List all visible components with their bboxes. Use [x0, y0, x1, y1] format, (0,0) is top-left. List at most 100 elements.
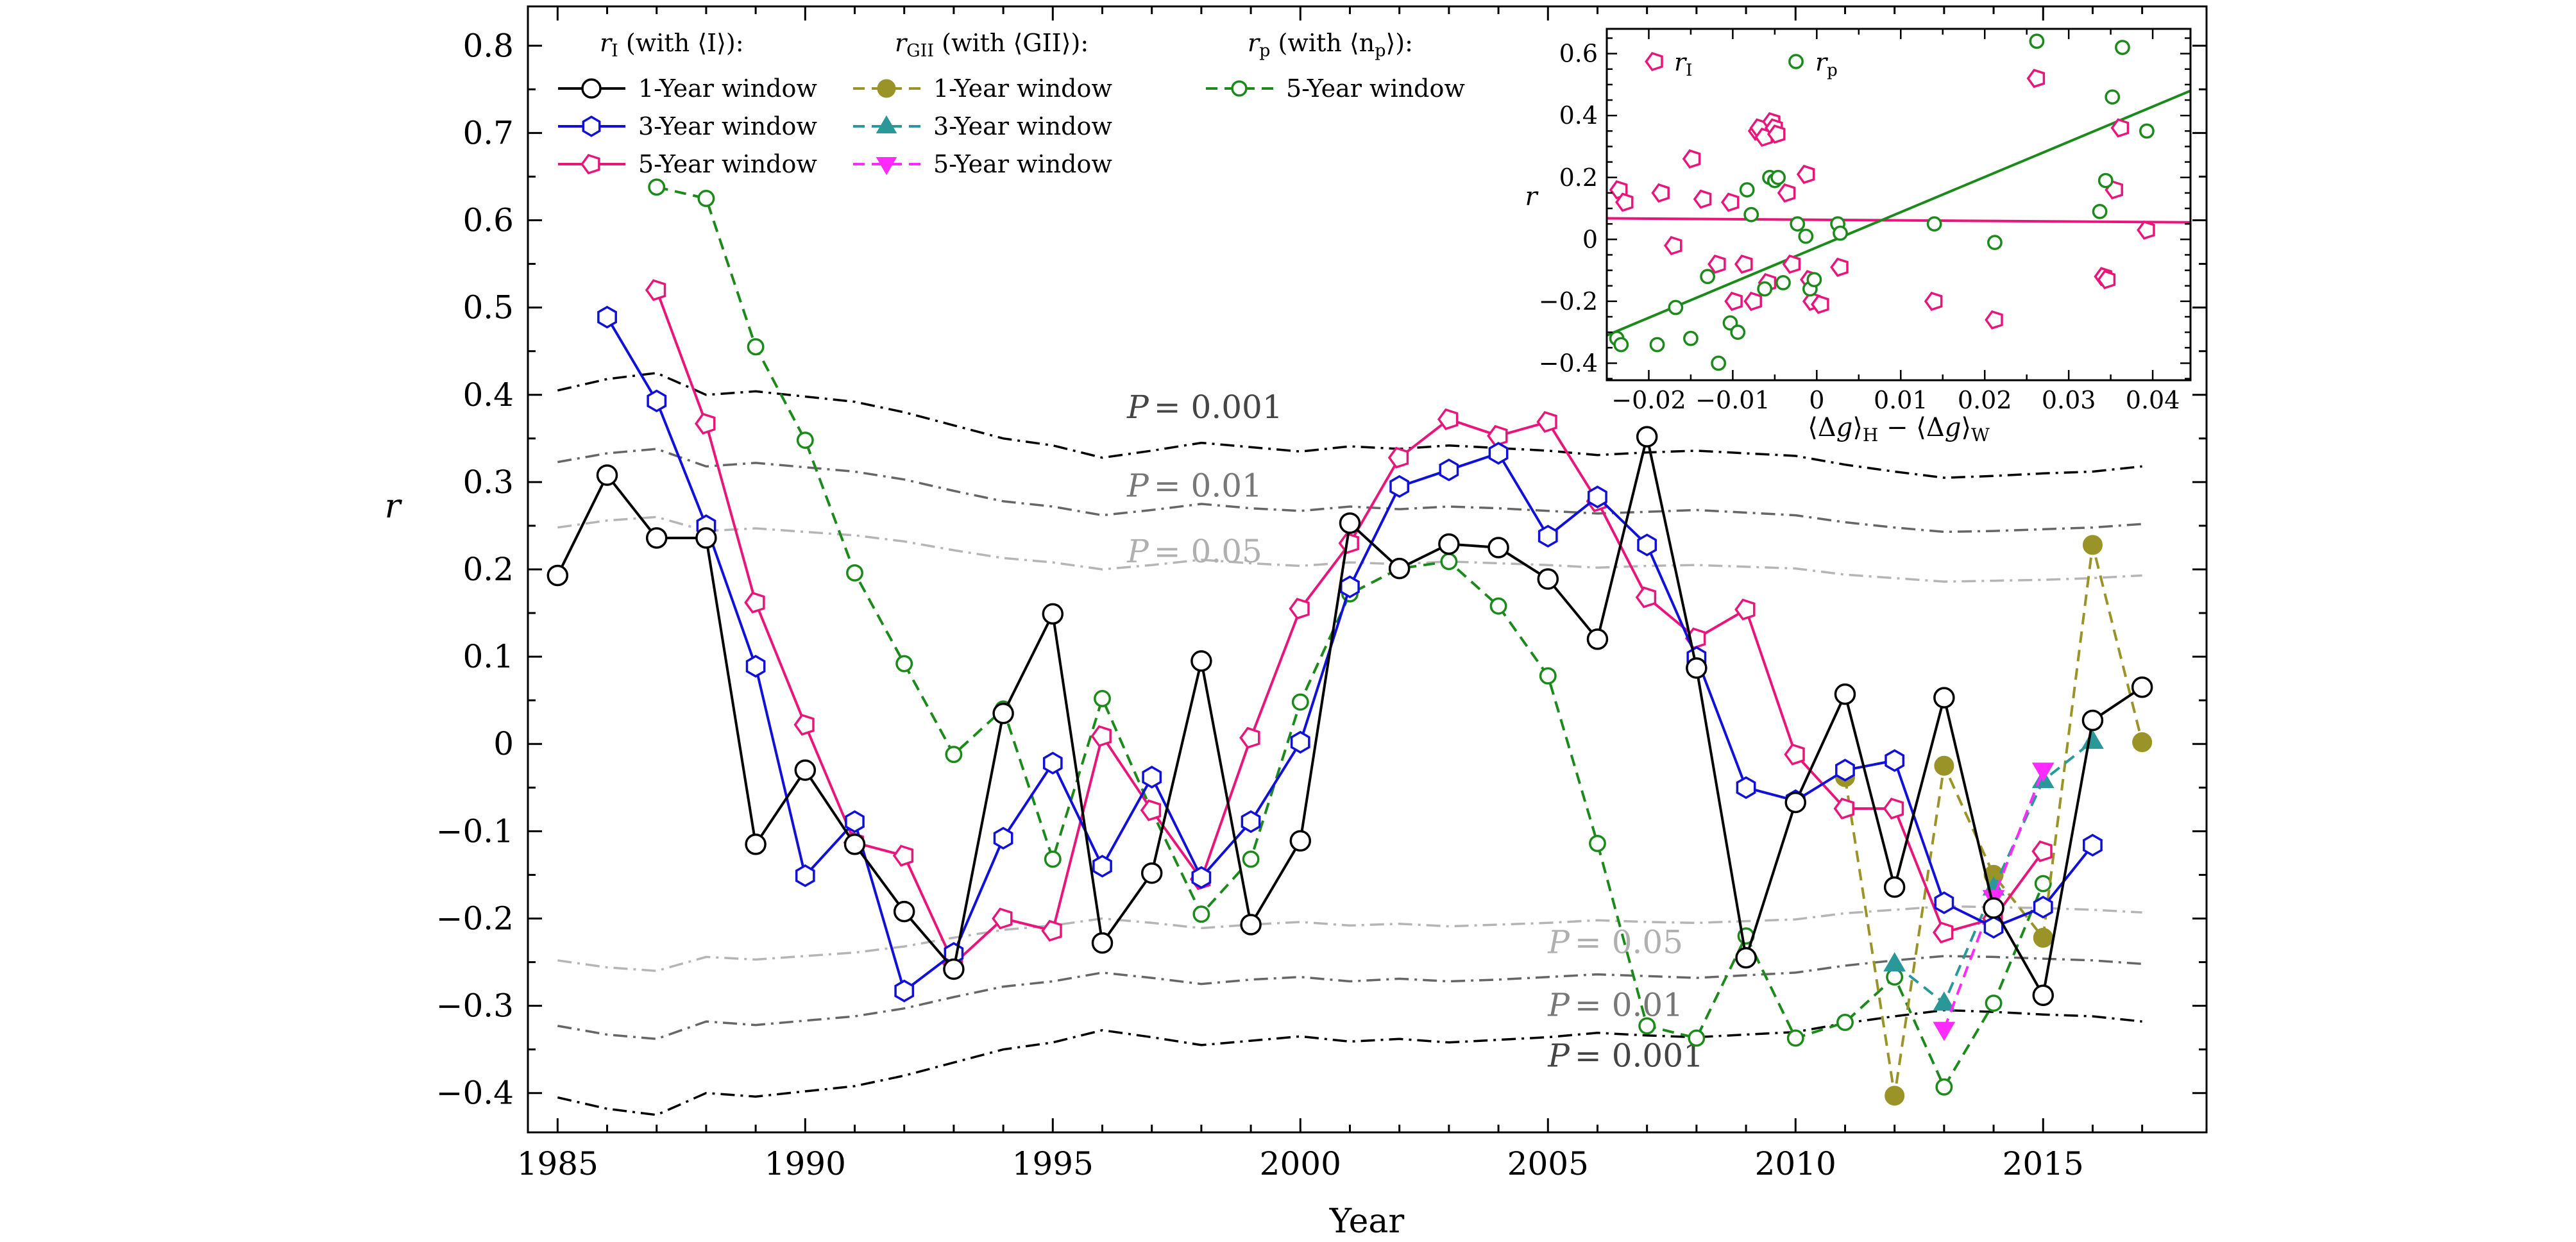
data-point — [1538, 524, 1558, 548]
significance-curve-p-0-05-upper — [557, 516, 2142, 583]
data-point — [1686, 657, 1707, 679]
data-point — [992, 907, 1013, 930]
main-y-ticks: −0.4 −0.3 −0.2 −0.1 0 0.1 0.2 0.3 0.4 0.5 0.6 0.7 0.… — [436, 27, 2207, 1112]
y-tick-label: −0.4 — [436, 1075, 514, 1112]
y-tick-label: 0.8 — [462, 27, 514, 64]
legend-entry-ri-1-year-window: 1-Year window — [558, 74, 817, 103]
data-point — [1041, 919, 1062, 942]
inset-legend-marker — [1645, 51, 1663, 72]
data-point — [1886, 968, 1904, 986]
inset-data-point — [1811, 294, 1829, 314]
legend-entry-rp-5-year-window: 5-Year window — [1206, 74, 1465, 103]
inset-legend: rI rp — [1645, 48, 1838, 80]
data-point — [1242, 850, 1260, 868]
data-point — [1885, 749, 1905, 772]
main-chart: P = 0.001 P = 0.01 P = 0.05 P = 0.05 P = 0.01 P = 0… — [385, 5, 2208, 1241]
data-point — [2034, 875, 2052, 893]
x-tick-label: 2010 — [1755, 1145, 1836, 1182]
y-tick-label: 0.1 — [462, 638, 514, 675]
inset-data-point — [1830, 257, 1849, 277]
inset-x-tick-label: 0.02 — [1958, 386, 2012, 414]
data-point — [697, 190, 715, 207]
data-point — [892, 844, 914, 867]
inset-data-point — [1790, 216, 1806, 232]
data-point — [745, 655, 766, 678]
inset-plot-frame — [1606, 28, 2192, 382]
inset-x-tick-label: 0 — [1809, 386, 1824, 414]
legend-marker — [876, 157, 897, 176]
y-tick-label: 0.7 — [462, 114, 514, 151]
data-point — [2031, 762, 2055, 782]
data-point — [1934, 755, 1954, 776]
data-point — [1140, 862, 1163, 884]
data-point — [1536, 410, 1557, 433]
y-tick-label: −0.3 — [436, 987, 514, 1025]
data-point — [1883, 797, 1904, 820]
inset-legend-label: rp — [1815, 48, 1838, 80]
data-point — [1883, 876, 1906, 898]
legend-header-r-gii: rGII (with ⟨GII⟩): — [895, 29, 1089, 61]
data-point — [1437, 408, 1459, 430]
inset-data-point — [1775, 275, 1791, 290]
inset-data-point — [2097, 172, 2114, 189]
data-point — [794, 759, 817, 781]
inset-data-point — [1833, 225, 1848, 241]
data-point — [2032, 984, 2054, 1007]
inset-data-point — [1711, 355, 1727, 371]
inset-y-tick-label: −0.2 — [1539, 287, 1598, 315]
inset-legend-label: rI — [1674, 48, 1692, 80]
data-point — [1489, 597, 1507, 615]
main-series — [547, 178, 2153, 1106]
data-point — [1638, 1017, 1656, 1035]
inset-fit-lines — [1606, 89, 2191, 337]
data-point — [1389, 474, 1410, 498]
data-point — [2031, 840, 2053, 862]
data-point — [843, 834, 866, 855]
data-point — [2083, 834, 2103, 857]
data-point — [1142, 766, 1162, 789]
data-point — [645, 279, 666, 301]
inset-data-point — [1707, 254, 1726, 274]
data-point — [795, 864, 815, 887]
inset-legend-marker — [1788, 54, 1804, 69]
y-tick-label: 0.4 — [462, 376, 514, 414]
legend-entry-ri-5-year-window: 5-Year window — [558, 150, 817, 178]
series-ri-1-year-window — [547, 426, 2153, 1007]
significance-curve-p-0-001-lower — [557, 1009, 2142, 1116]
inset-y-tick-label: 0.4 — [1559, 101, 1598, 130]
inset-data-point — [1734, 254, 1753, 274]
inset-data-point — [1613, 337, 1629, 353]
significance-label-p-0-01: P = 0.01 — [1547, 987, 1683, 1024]
data-point — [1044, 850, 1062, 868]
legend-group-r-p: rp (with ⟨np⟩): — [1248, 29, 1413, 61]
data-point — [2082, 535, 2103, 555]
data-point — [1487, 537, 1509, 558]
legend-entries: 1-Year window 3-Year window 5-Year window 1… — [558, 74, 1465, 178]
inset-data-point — [1693, 189, 1712, 209]
x-tick-label: 2015 — [2003, 1145, 2084, 1182]
data-point — [1388, 557, 1411, 580]
data-point — [2081, 709, 2104, 732]
data-point — [1192, 905, 1210, 923]
legend-entry-rgii-1-year-window: 1-Year window — [853, 74, 1112, 103]
data-point — [744, 591, 765, 614]
inset-data-point — [2026, 69, 2046, 88]
inset-data-point — [2139, 123, 2155, 139]
legend-marker — [876, 115, 897, 133]
legend-group-r-i: rI (with ⟨I⟩): — [600, 29, 744, 61]
data-point — [547, 564, 569, 587]
y-tick-label: 0.5 — [462, 289, 514, 326]
data-point — [1092, 855, 1112, 878]
legend-label: 1-Year window — [638, 74, 817, 103]
inset-data-point — [1985, 310, 2003, 330]
legend-label: 5-Year window — [933, 150, 1112, 178]
main-y-axis-title: r — [385, 487, 403, 526]
inset-y-tick-label: 0.2 — [1559, 164, 1598, 192]
inset-y-axis-title: r — [1525, 182, 1539, 212]
data-point — [1537, 568, 1559, 590]
data-point — [1387, 446, 1409, 469]
inset-data-point — [1724, 291, 1743, 311]
data-point — [1933, 687, 1955, 709]
inset-data-point — [1615, 192, 1634, 212]
